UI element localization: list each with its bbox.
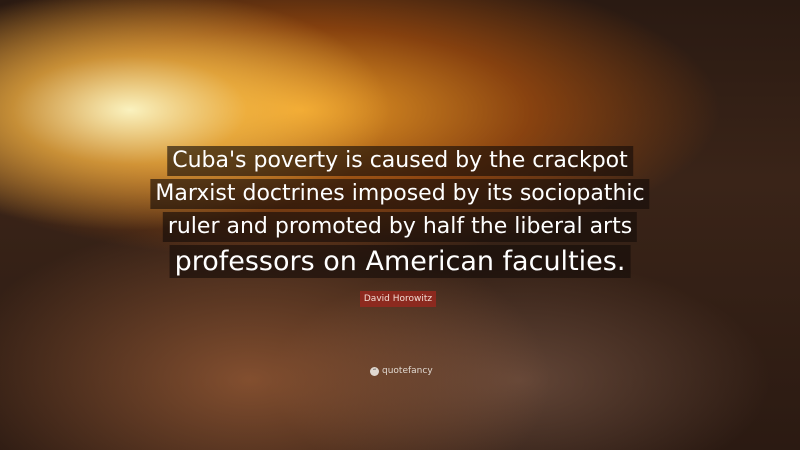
quote-line: professors on American faculties. bbox=[169, 245, 631, 278]
quote-line: Marxist doctrines imposed by its sociopa… bbox=[150, 179, 650, 209]
quote-line: ruler and promoted by half the liberal a… bbox=[162, 212, 638, 242]
quote-line: Cuba's poverty is caused by the crackpot bbox=[167, 146, 633, 176]
brand-name: quotefancy bbox=[382, 366, 433, 376]
brand-logo: “ quotefancy bbox=[370, 366, 433, 376]
quote-marks-icon: “ bbox=[370, 366, 379, 376]
author-label: David Horowitz bbox=[360, 291, 436, 307]
